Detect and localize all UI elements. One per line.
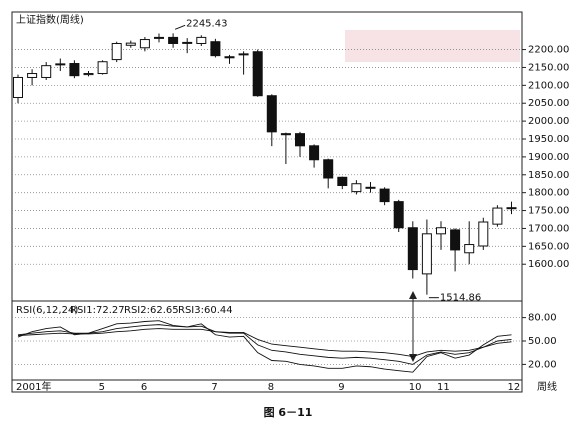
- candle-body: [210, 41, 221, 57]
- candle-body: [351, 183, 362, 193]
- x-tick-label: 8: [268, 382, 274, 393]
- candle-body: [154, 36, 164, 39]
- x-tick-label: 10: [409, 382, 422, 393]
- candle-body: [337, 176, 348, 187]
- x-tick-label: 7: [211, 382, 217, 393]
- candle-body: [365, 186, 376, 189]
- candle-body: [182, 41, 193, 44]
- legend-entry: RSI2:62.65: [124, 305, 179, 316]
- candle-body: [168, 36, 179, 44]
- y-tick-label: 2000.00: [528, 116, 569, 127]
- annotation-leader: [174, 24, 186, 30]
- candle-body: [97, 61, 108, 75]
- candle-body: [13, 76, 23, 99]
- y-tick-label: 2100.00: [528, 80, 569, 91]
- x-tick-label: 6: [141, 382, 147, 393]
- y-tick-label: 1700.00: [528, 223, 569, 234]
- y-tick-label: 1600.00: [528, 259, 569, 270]
- arrow-heads: [409, 291, 417, 362]
- y-tick-label: 1900.00: [528, 152, 569, 163]
- rsi-title: RSI(6,12,24): [16, 305, 78, 316]
- candle-body: [55, 63, 66, 66]
- y-tick-label: 80.00: [528, 313, 557, 324]
- candle-body: [450, 229, 461, 251]
- y-tick-label: 1950.00: [528, 134, 569, 145]
- y-tick-label: 20.00: [528, 359, 557, 370]
- candle-body: [139, 39, 150, 49]
- candle-body: [224, 56, 235, 59]
- candle-body: [266, 95, 277, 133]
- candle-body: [492, 207, 503, 225]
- candle-body: [464, 244, 475, 254]
- candle-body: [478, 221, 489, 247]
- rsi-line: [17, 328, 512, 358]
- annotation: 1514.86: [440, 293, 481, 304]
- candle-body: [309, 145, 320, 161]
- y-tick-label: 50.00: [528, 336, 557, 347]
- y-tick-label: 1650.00: [528, 241, 569, 252]
- candle-body: [41, 65, 52, 78]
- caption: 图 6－11: [264, 406, 313, 419]
- y-tick-label: 1750.00: [528, 206, 569, 217]
- candle-body: [295, 133, 305, 147]
- frame: [11, 11, 523, 393]
- y-tick-label: 2050.00: [528, 98, 569, 109]
- candle-body: [27, 73, 38, 78]
- candle-body: [252, 51, 263, 97]
- candle-body: [506, 207, 517, 210]
- legend-entry: RSI3:60.44: [178, 305, 233, 316]
- x-unit-label: 周线: [537, 380, 557, 393]
- candle-body: [436, 227, 446, 235]
- rsi-line: [17, 324, 512, 365]
- candle-body: [125, 42, 136, 46]
- candle-body: [196, 36, 207, 44]
- candle-body: [379, 188, 390, 203]
- chart-title: 上证指数(周线): [16, 13, 84, 26]
- annotation: 2245.43: [186, 18, 227, 29]
- x-tick-label: 9: [338, 382, 344, 393]
- x-tick-label: 5: [99, 382, 105, 393]
- candle-body: [393, 201, 404, 229]
- candle-body: [421, 233, 432, 275]
- y-tick-label: 1850.00: [528, 170, 569, 181]
- candle-body: [111, 42, 122, 61]
- y-tick-label: 2150.00: [528, 62, 569, 73]
- candle-body: [83, 73, 94, 76]
- candle-body: [238, 53, 249, 56]
- x-tick-label: 2001年: [16, 380, 51, 393]
- candle-body: [280, 133, 291, 136]
- candle-body: [407, 227, 418, 271]
- x-tick-label: 12: [508, 382, 521, 393]
- legend-entry: RSI1:72.27: [70, 305, 125, 316]
- x-tick-label: 11: [437, 382, 450, 393]
- rsi-line: [17, 320, 512, 373]
- watermark: [345, 30, 520, 62]
- candle-body: [323, 159, 334, 179]
- candle-body: [69, 63, 80, 77]
- y-tick-label: 2200.00: [528, 45, 569, 56]
- y-tick-label: 1800.00: [528, 188, 569, 199]
